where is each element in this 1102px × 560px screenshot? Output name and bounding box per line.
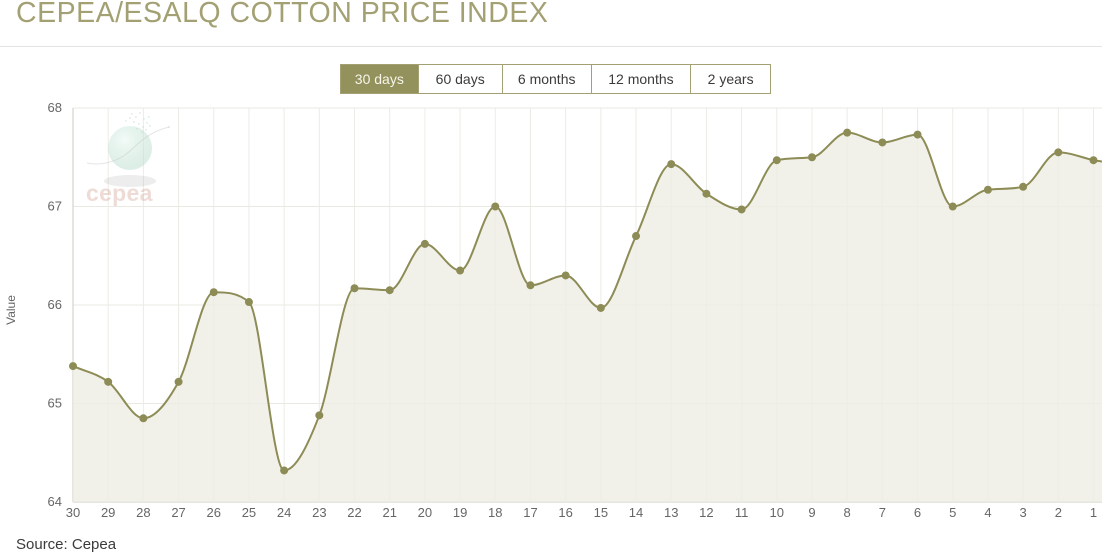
svg-text:10: 10 (770, 505, 784, 520)
svg-text:23: 23 (312, 505, 326, 520)
svg-text:14: 14 (629, 505, 643, 520)
svg-text:25: 25 (242, 505, 256, 520)
svg-text:1: 1 (1090, 505, 1097, 520)
svg-text:30: 30 (66, 505, 80, 520)
svg-text:27: 27 (171, 505, 185, 520)
svg-text:15: 15 (594, 505, 608, 520)
svg-text:16: 16 (558, 505, 572, 520)
svg-text:21: 21 (382, 505, 396, 520)
svg-text:6: 6 (914, 505, 921, 520)
svg-text:24: 24 (277, 505, 291, 520)
svg-text:20: 20 (418, 505, 432, 520)
svg-text:18: 18 (488, 505, 502, 520)
svg-text:4: 4 (984, 505, 991, 520)
svg-text:8: 8 (844, 505, 851, 520)
svg-text:64: 64 (48, 494, 62, 509)
svg-text:7: 7 (879, 505, 886, 520)
svg-text:68: 68 (48, 100, 62, 115)
svg-text:17: 17 (523, 505, 537, 520)
svg-text:3: 3 (1020, 505, 1027, 520)
svg-text:19: 19 (453, 505, 467, 520)
svg-text:29: 29 (101, 505, 115, 520)
svg-text:5: 5 (949, 505, 956, 520)
svg-text:28: 28 (136, 505, 150, 520)
svg-text:cepea: cepea (86, 180, 153, 206)
svg-text:65: 65 (48, 396, 62, 411)
svg-text:9: 9 (808, 505, 815, 520)
svg-text:66: 66 (48, 297, 62, 312)
svg-text:12: 12 (699, 505, 713, 520)
svg-text:67: 67 (48, 199, 62, 214)
svg-text:11: 11 (735, 505, 749, 520)
svg-text:2: 2 (1055, 505, 1062, 520)
svg-text:Value: Value (4, 295, 18, 325)
svg-text:22: 22 (347, 505, 361, 520)
svg-text:26: 26 (207, 505, 221, 520)
svg-text:13: 13 (664, 505, 678, 520)
